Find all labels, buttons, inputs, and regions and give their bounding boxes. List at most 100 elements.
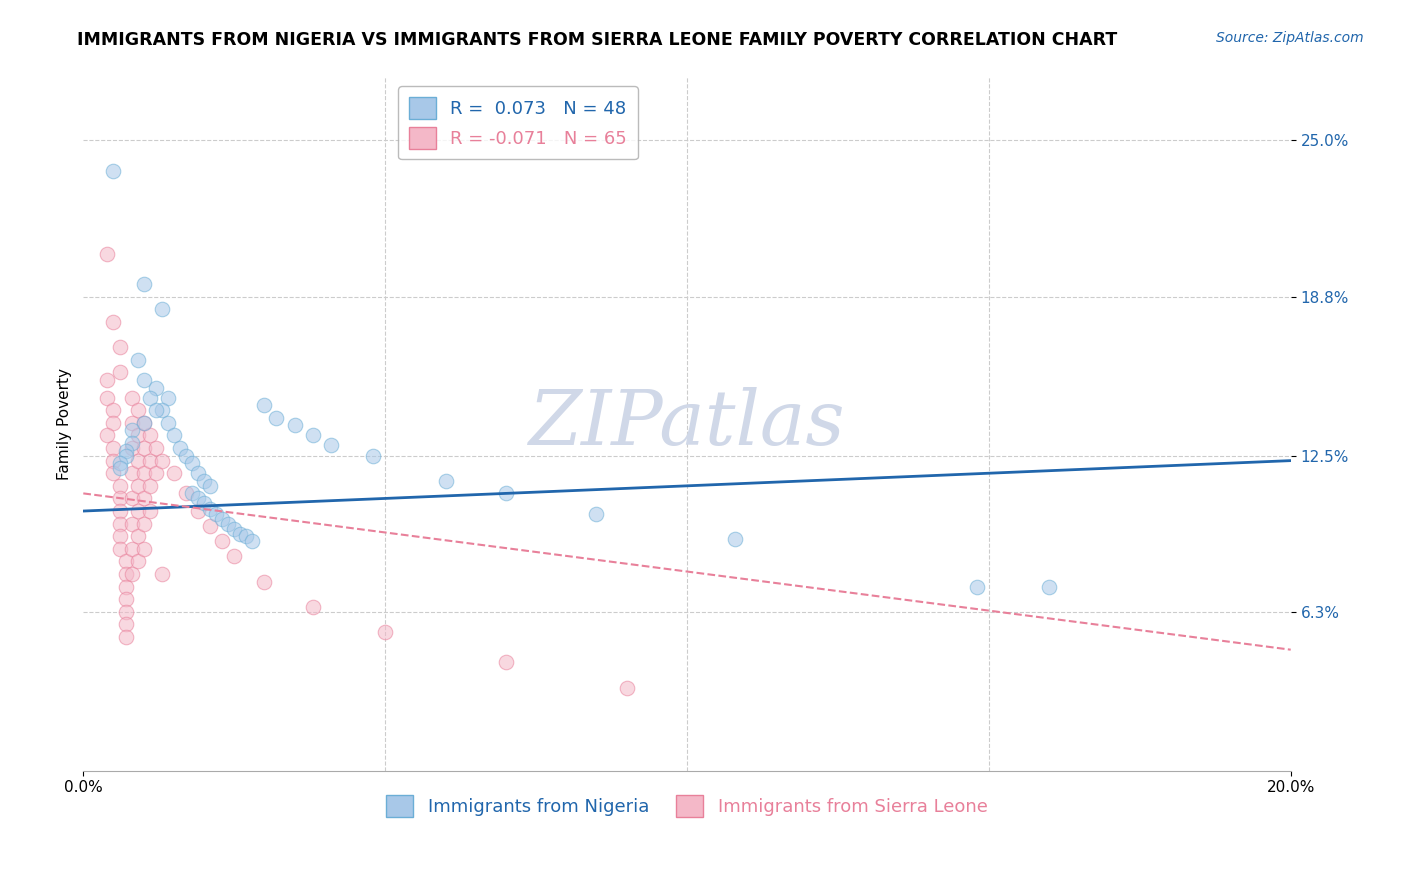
Point xyxy=(132,516,155,531)
Point xyxy=(301,428,323,442)
Point xyxy=(96,247,118,261)
Point xyxy=(132,416,155,430)
Point xyxy=(138,504,160,518)
Point xyxy=(108,461,131,475)
Point xyxy=(121,567,143,582)
Point xyxy=(114,592,136,607)
Point xyxy=(103,315,125,329)
Point xyxy=(127,453,149,467)
Point xyxy=(127,529,149,543)
Point xyxy=(108,504,131,518)
Y-axis label: Family Poverty: Family Poverty xyxy=(58,368,72,480)
Point xyxy=(121,467,143,481)
Point xyxy=(284,418,307,433)
Point xyxy=(108,491,131,506)
Point xyxy=(132,491,155,506)
Point xyxy=(108,340,131,354)
Point xyxy=(132,467,155,481)
Point xyxy=(127,403,149,417)
Point xyxy=(108,529,131,543)
Point xyxy=(266,410,288,425)
Point xyxy=(132,441,155,455)
Point xyxy=(121,423,143,437)
Point xyxy=(138,479,160,493)
Point xyxy=(127,504,149,518)
Point xyxy=(495,486,517,500)
Text: IMMIGRANTS FROM NIGERIA VS IMMIGRANTS FROM SIERRA LEONE FAMILY POVERTY CORRELATI: IMMIGRANTS FROM NIGERIA VS IMMIGRANTS FR… xyxy=(77,31,1118,49)
Point xyxy=(132,373,155,387)
Point xyxy=(224,522,246,536)
Point xyxy=(198,519,221,533)
Point xyxy=(198,501,221,516)
Point xyxy=(121,391,143,405)
Point xyxy=(187,491,209,506)
Point xyxy=(114,630,136,644)
Point xyxy=(114,443,136,458)
Point xyxy=(121,516,143,531)
Point xyxy=(103,467,125,481)
Point xyxy=(240,534,263,549)
Point xyxy=(103,453,125,467)
Point xyxy=(187,467,209,481)
Point xyxy=(145,467,167,481)
Point xyxy=(103,416,125,430)
Point xyxy=(150,403,173,417)
Text: Source: ZipAtlas.com: Source: ZipAtlas.com xyxy=(1216,31,1364,45)
Point xyxy=(1038,580,1060,594)
Point xyxy=(132,416,155,430)
Point xyxy=(121,441,143,455)
Point xyxy=(253,574,276,589)
Point xyxy=(121,416,143,430)
Point xyxy=(495,655,517,669)
Point xyxy=(150,453,173,467)
Point xyxy=(193,496,215,510)
Point xyxy=(145,380,167,394)
Point xyxy=(103,403,125,417)
Legend: Immigrants from Nigeria, Immigrants from Sierra Leone: Immigrants from Nigeria, Immigrants from… xyxy=(380,788,995,824)
Point xyxy=(121,541,143,556)
Point xyxy=(138,391,160,405)
Point xyxy=(96,391,118,405)
Point xyxy=(132,541,155,556)
Point xyxy=(127,479,149,493)
Point xyxy=(169,441,191,455)
Point xyxy=(150,302,173,317)
Point xyxy=(108,516,131,531)
Point xyxy=(127,352,149,367)
Point xyxy=(235,529,257,543)
Point xyxy=(198,479,221,493)
Point xyxy=(108,479,131,493)
Point xyxy=(217,516,239,531)
Point xyxy=(156,391,179,405)
Point xyxy=(121,491,143,506)
Point xyxy=(174,486,197,500)
Point xyxy=(145,441,167,455)
Point xyxy=(138,453,160,467)
Point xyxy=(181,486,204,500)
Point xyxy=(434,474,457,488)
Point xyxy=(205,507,228,521)
Point xyxy=(103,163,125,178)
Point xyxy=(108,541,131,556)
Point xyxy=(301,599,323,614)
Point xyxy=(253,398,276,412)
Point xyxy=(114,449,136,463)
Point xyxy=(121,436,143,450)
Text: ZIPatlas: ZIPatlas xyxy=(529,387,845,461)
Point xyxy=(114,554,136,568)
Point xyxy=(156,416,179,430)
Point xyxy=(138,428,160,442)
Point xyxy=(145,403,167,417)
Point xyxy=(361,449,384,463)
Point xyxy=(114,605,136,619)
Point xyxy=(966,580,988,594)
Point xyxy=(114,567,136,582)
Point xyxy=(150,567,173,582)
Point xyxy=(174,449,197,463)
Point xyxy=(108,365,131,379)
Point xyxy=(193,474,215,488)
Point xyxy=(211,511,233,525)
Point xyxy=(127,554,149,568)
Point xyxy=(163,467,186,481)
Point xyxy=(211,534,233,549)
